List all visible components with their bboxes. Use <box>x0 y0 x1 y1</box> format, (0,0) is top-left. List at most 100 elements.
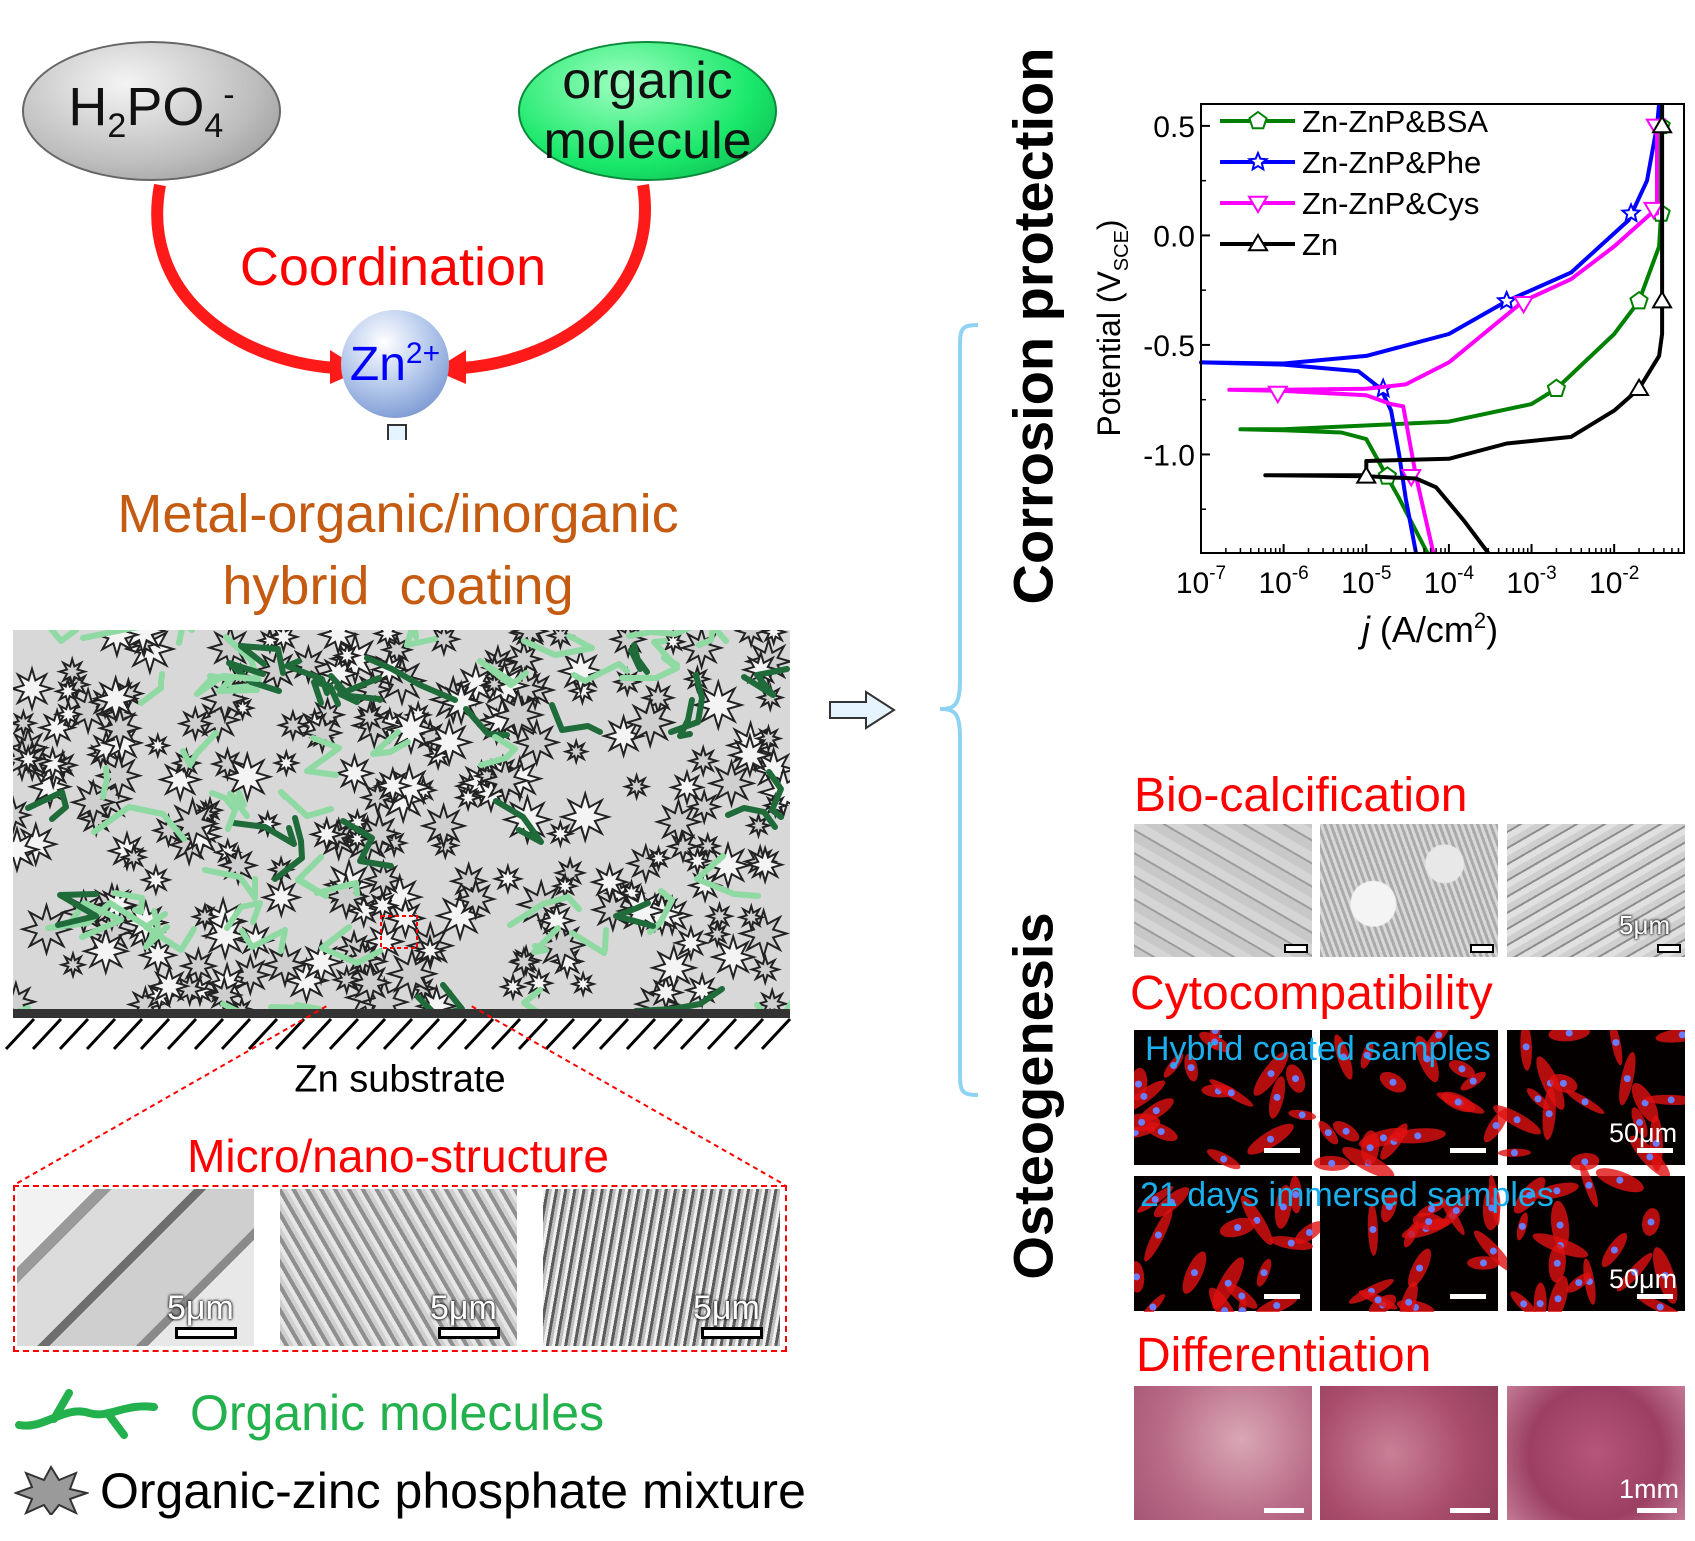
down-arrow-icon <box>387 424 407 440</box>
hatch-line <box>598 1017 630 1051</box>
zoom-line-left <box>13 1005 331 1186</box>
series-line <box>1238 104 1664 554</box>
x-tick-label: 10-4 <box>1424 563 1475 600</box>
cell-nucleus <box>1652 1139 1660 1147</box>
cell-image-5 <box>1320 1174 1513 1312</box>
cell-nucleus <box>1267 1070 1275 1078</box>
organic-strand <box>766 769 784 820</box>
cyto-row1-label: Hybrid coated samples <box>1145 1030 1491 1068</box>
x-axis-label: j (A/cm2) <box>1357 608 1498 650</box>
triangle-up-marker <box>1651 290 1673 309</box>
organic-strand <box>531 925 561 955</box>
phosphate-crystal <box>321 872 371 921</box>
organic-strand <box>238 643 286 676</box>
phosphate-crystal <box>556 646 606 696</box>
x-tick-label: 10-6 <box>1258 563 1308 600</box>
cell-image-6 <box>1507 1163 1685 1312</box>
scale-bar <box>701 1327 763 1339</box>
legend-item: Zn <box>1220 227 1338 262</box>
phosphate-crystal <box>13 795 34 836</box>
hatch-line <box>625 1017 657 1051</box>
cell-nucleus <box>1135 1080 1143 1088</box>
organic-strand <box>633 986 725 1010</box>
pentagon-marker <box>1546 378 1567 398</box>
cell-nucleus <box>1646 1153 1654 1161</box>
cell-nucleus <box>1140 1092 1148 1100</box>
hatch-line <box>112 1017 144 1051</box>
organic-strand <box>220 1001 244 1010</box>
organic-strand <box>209 790 238 832</box>
phosphate-crystal <box>362 858 405 901</box>
scale-bar <box>1637 1508 1677 1513</box>
cell-nucleus <box>1520 1300 1528 1308</box>
cell-nucleus <box>1267 1135 1275 1143</box>
organic-strand <box>571 661 630 684</box>
organic-strand <box>340 818 394 869</box>
cell-nucleus <box>1545 1110 1553 1118</box>
organic-strand <box>268 1004 311 1010</box>
phosphate-crystal <box>744 844 786 885</box>
cell-nucleus <box>1298 1111 1306 1119</box>
hatch-line <box>274 1017 306 1051</box>
sem-image-rods: 5μm <box>280 1189 517 1346</box>
hatch-line <box>355 1017 387 1051</box>
triangle-up-marker <box>1628 377 1650 397</box>
cell-nucleus <box>1641 1099 1649 1107</box>
organic-strand <box>272 815 305 882</box>
cell-nucleus <box>1305 1229 1313 1237</box>
phosphate-crystal <box>330 963 363 996</box>
phosphate-crystal <box>147 964 192 1008</box>
organic-strand <box>521 987 543 1010</box>
cell-nucleus <box>1152 1107 1160 1115</box>
cell-nucleus <box>1513 1116 1521 1124</box>
cell-nucleus <box>1423 1055 1431 1063</box>
cell-nucleus <box>1678 1031 1685 1039</box>
phosphate-crystal <box>536 900 577 941</box>
organic-line2: molecule <box>543 112 752 170</box>
cell-nucleus <box>1454 1098 1462 1106</box>
organic-strand <box>415 982 465 1010</box>
hatch-line <box>220 1017 252 1051</box>
cell-nucleus <box>1170 1061 1178 1069</box>
cell-nucleus <box>1656 1303 1664 1311</box>
organic-strand <box>226 660 282 694</box>
right-arrowhead <box>434 350 466 384</box>
scale-bar <box>1657 944 1681 953</box>
hatch-line <box>706 1017 738 1051</box>
phosphate-crystal <box>165 796 221 851</box>
organic-strand <box>278 789 334 819</box>
organic-strand <box>224 900 263 931</box>
phosphate-crystal <box>744 811 773 840</box>
phosphate-crystal <box>235 920 276 961</box>
cell-nucleus <box>1220 1155 1228 1163</box>
star-marker <box>1246 150 1270 172</box>
y-tick-label: 0.5 <box>1153 111 1195 144</box>
product-title-line2: hybrid coating <box>222 556 574 616</box>
cell-nucleus <box>1379 1134 1387 1142</box>
cell-nucleus <box>1211 1038 1219 1046</box>
zinc-phosphate-mixture-icon <box>14 1465 89 1515</box>
hatch-line <box>517 1017 549 1051</box>
organic-strand <box>677 697 695 739</box>
hybrid-coating-illustration <box>13 630 790 1010</box>
star-marker <box>1619 201 1643 223</box>
cell-nucleus <box>1554 1295 1562 1303</box>
bracket <box>939 323 979 1097</box>
phosphate-crystal <box>205 630 255 672</box>
phosphate-crystal <box>671 924 710 962</box>
cell-nucleus <box>1273 1302 1281 1310</box>
cell-nucleus <box>1458 1065 1466 1073</box>
calcification-scale-label: 5μm <box>1619 910 1671 940</box>
scale-bar <box>1470 944 1494 953</box>
organic-strand <box>138 671 165 706</box>
cell-nucleus <box>1522 1043 1530 1051</box>
hatch-line <box>571 1017 603 1051</box>
phosphate-crystal <box>58 950 88 980</box>
phosphate-crystal <box>566 675 598 707</box>
phosphate-crystal <box>726 731 774 779</box>
cell-nucleus <box>1221 1307 1229 1312</box>
cell-nucleus <box>1631 1268 1639 1276</box>
organic-strand <box>48 630 79 644</box>
cyto-row2-label: 21 days immersed samples <box>1140 1176 1554 1214</box>
cell-nucleus <box>1510 1149 1518 1157</box>
